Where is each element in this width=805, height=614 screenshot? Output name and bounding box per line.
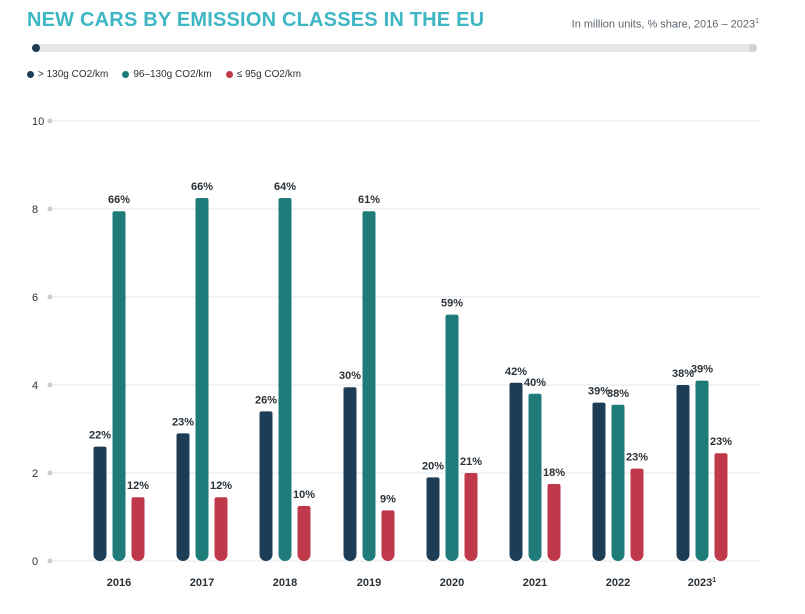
bar-data-label: 66% xyxy=(108,194,130,206)
legend-item-96-130[interactable]: 96–130g CO2/km xyxy=(122,69,212,80)
x-tick-label: 2019 xyxy=(357,577,381,589)
bar-under-95 xyxy=(214,497,228,561)
bar-data-label: 39% xyxy=(588,386,610,398)
bar-data-label: 30% xyxy=(339,370,361,382)
x-tick-label: 2021 xyxy=(523,577,547,589)
bar-96-130 xyxy=(195,198,209,561)
bar-under-95 xyxy=(464,473,478,561)
bar-under-95 xyxy=(547,484,561,561)
legend-label-96-130: 96–130g CO2/km xyxy=(133,69,212,80)
chart-legend: > 130g CO2/km 96–130g CO2/km ≤ 95g CO2/k… xyxy=(27,69,301,80)
bar-96-130 xyxy=(278,198,292,561)
bar-over-130 xyxy=(592,402,606,561)
gridline-dot xyxy=(47,294,53,300)
bar-data-label: 21% xyxy=(460,456,482,468)
bar-data-label: 38% xyxy=(607,388,629,400)
bar-over-130 xyxy=(259,411,273,561)
bar-over-130 xyxy=(176,433,190,561)
gridline-dot xyxy=(47,558,53,564)
bar-data-label: 20% xyxy=(422,460,444,472)
bar-over-130 xyxy=(93,446,107,561)
bar-data-label: 40% xyxy=(524,377,546,389)
bar-data-label: 23% xyxy=(626,452,648,464)
legend-swatch-under-95 xyxy=(225,71,233,78)
bar-under-95 xyxy=(131,497,145,561)
bar-96-130 xyxy=(695,380,709,561)
bar-data-label: 12% xyxy=(210,480,232,492)
y-tick-label: 0 xyxy=(32,556,38,568)
x-tick-footnote-marker: 1 xyxy=(712,577,716,584)
legend-label-under-95: ≤ 95g CO2/km xyxy=(236,69,302,80)
bar-96-130 xyxy=(611,404,625,561)
bar-data-label: 59% xyxy=(441,298,463,310)
x-tick-label: 20231 xyxy=(688,577,716,589)
bar-data-label: 64% xyxy=(274,181,296,193)
bar-data-label: 38% xyxy=(672,368,694,380)
subtitle-text: In million units, % share, 2016 – 2023 xyxy=(571,18,756,31)
legend-item-under-95[interactable]: ≤ 95g CO2/km xyxy=(225,69,302,80)
gridline-dot xyxy=(47,206,53,212)
y-tick-label: 6 xyxy=(32,292,38,304)
bar-data-label: 12% xyxy=(127,480,149,492)
timeline-slider-end xyxy=(749,44,757,52)
legend-swatch-96-130 xyxy=(122,71,130,78)
bar-under-95 xyxy=(630,468,644,561)
y-tick-label: 4 xyxy=(32,380,38,392)
bar-data-label: 23% xyxy=(710,436,732,448)
y-tick-label: 2 xyxy=(32,468,38,480)
y-tick-label: 10 xyxy=(32,116,44,128)
bar-data-label: 61% xyxy=(358,194,380,206)
bar-over-130 xyxy=(343,387,357,561)
gridline-dot xyxy=(47,470,53,476)
bar-data-label: 66% xyxy=(191,181,213,193)
legend-item-over-130[interactable]: > 130g CO2/km xyxy=(27,69,108,80)
x-tick-label: 2016 xyxy=(107,577,131,589)
bar-data-label: 26% xyxy=(255,394,277,406)
chart-title: NEW CARS BY EMISSION CLASSES IN THE EU xyxy=(27,9,485,31)
bar-data-label: 42% xyxy=(505,366,527,378)
x-tick-label: 2017 xyxy=(190,577,214,589)
bar-96-130 xyxy=(445,314,459,561)
legend-label-over-130: > 130g CO2/km xyxy=(38,69,109,80)
bar-data-label: 9% xyxy=(380,493,396,505)
bar-under-95 xyxy=(381,510,395,561)
bar-data-label: 10% xyxy=(293,489,315,501)
bar-data-label: 22% xyxy=(89,430,111,442)
bar-data-label: 18% xyxy=(543,467,565,479)
bar-over-130 xyxy=(509,382,523,561)
bar-96-130 xyxy=(112,211,126,561)
bar-over-130 xyxy=(676,385,690,561)
x-tick-label: 2020 xyxy=(440,577,464,589)
chart-subtitle: In million units, % share, 2016 – 20231 xyxy=(572,18,759,31)
bar-96-130 xyxy=(362,211,376,561)
bar-under-95 xyxy=(297,506,311,561)
bar-over-130 xyxy=(426,477,440,561)
legend-swatch-over-130 xyxy=(27,71,34,78)
bar-data-label: 23% xyxy=(172,416,194,428)
subtitle-footnote-marker: 1 xyxy=(755,18,759,25)
x-tick-label: 2018 xyxy=(273,577,297,589)
timeline-slider-track[interactable] xyxy=(32,44,757,52)
bar-96-130 xyxy=(528,393,542,561)
gridline-dot xyxy=(47,382,53,388)
gridline-dot xyxy=(47,118,53,124)
x-tick-label: 2022 xyxy=(606,577,630,589)
bar-data-label: 39% xyxy=(691,364,713,376)
y-tick-label: 8 xyxy=(32,204,38,216)
bar-under-95 xyxy=(714,453,728,561)
timeline-slider-handle[interactable] xyxy=(32,44,40,52)
